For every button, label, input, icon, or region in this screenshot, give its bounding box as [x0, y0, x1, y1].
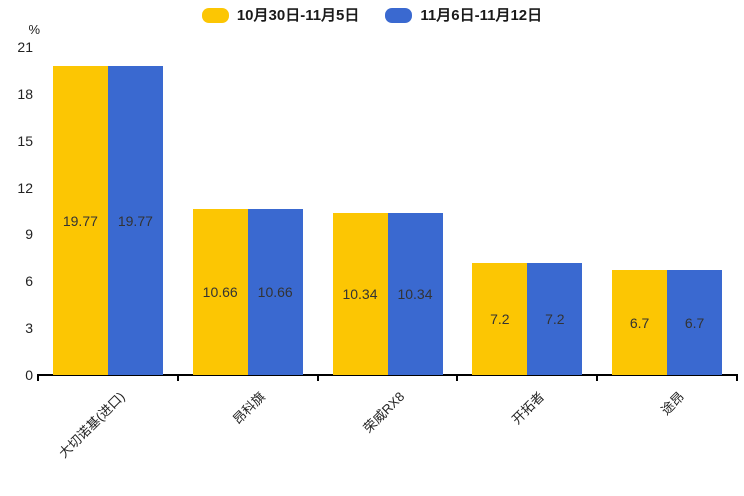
bar-week1-荣威RX8: [332, 213, 388, 375]
bar-value-label: 7.2: [490, 310, 510, 327]
x-axis-tick: [316, 374, 319, 381]
bar-value-label: 6.7: [629, 314, 650, 331]
x-category-label-昂科旗: 昂科旗: [229, 388, 268, 428]
bar-week2-途昂: [667, 270, 723, 375]
x-category-label-大切诺基(进口): 大切诺基(进口): [56, 388, 128, 461]
legend-item-series2[interactable]: 11月6日-11月12日: [385, 8, 542, 23]
legend-item-series1[interactable]: 10月30日-11月5日: [201, 7, 360, 24]
bar-value-label: 6.7: [684, 314, 705, 331]
legend-swatch-blue: [385, 8, 413, 23]
x-category-label-开拓者: 开拓者: [509, 388, 548, 428]
y-tick-label-12: 12: [17, 179, 33, 196]
legend-label-series2: 11月6日-11月12日: [420, 7, 543, 24]
x-axis-tick: [176, 374, 179, 381]
legend: 10月30日-11月5日 11月6日-11月12日: [0, 8, 744, 23]
bar-value-label: 10.34: [397, 286, 433, 303]
bar-week2-开拓者: [527, 262, 583, 375]
bar-value-label: 19.77: [117, 212, 153, 229]
bar-value-label: 10.66: [257, 283, 293, 300]
x-category-label-途昂: 途昂: [658, 388, 688, 418]
y-tick-label-15: 15: [17, 132, 33, 149]
y-tick-label-18: 18: [17, 85, 33, 102]
legend-swatch-yellow: [201, 8, 229, 23]
legend-label-series1: 10月30日-11月5日: [236, 7, 360, 24]
bar-value-label: 7.2: [545, 310, 565, 327]
bar-value-label: 19.77: [62, 212, 98, 229]
bar-value-label: 10.66: [202, 283, 238, 300]
y-tick-label-9: 9: [25, 226, 33, 243]
x-axis-tick: [596, 374, 599, 381]
y-tick-label-21: 21: [17, 39, 33, 55]
bar-week1-开拓者: [472, 262, 528, 375]
bar-week1-昂科旗: [192, 208, 248, 375]
y-tick-label-6: 6: [25, 273, 33, 290]
x-axis-tick: [37, 374, 39, 381]
y-axis-unit-label: %: [28, 22, 40, 37]
bar-week2-大切诺基(进口): [107, 66, 163, 375]
bar-week2-昂科旗: [247, 208, 303, 375]
x-axis-line: [37, 374, 738, 376]
bar-value-label: 10.34: [342, 286, 378, 303]
y-tick-label-0: 0: [25, 367, 33, 383]
y-tick-label-3: 3: [25, 320, 33, 337]
bar-week1-途昂: [612, 270, 668, 375]
x-category-label-荣威RX8: 荣威RX8: [360, 388, 408, 436]
bar-week2-荣威RX8: [387, 213, 443, 375]
x-axis-tick: [456, 374, 459, 381]
x-axis-tick: [736, 374, 738, 381]
bar-week1-大切诺基(进口): [52, 66, 108, 375]
